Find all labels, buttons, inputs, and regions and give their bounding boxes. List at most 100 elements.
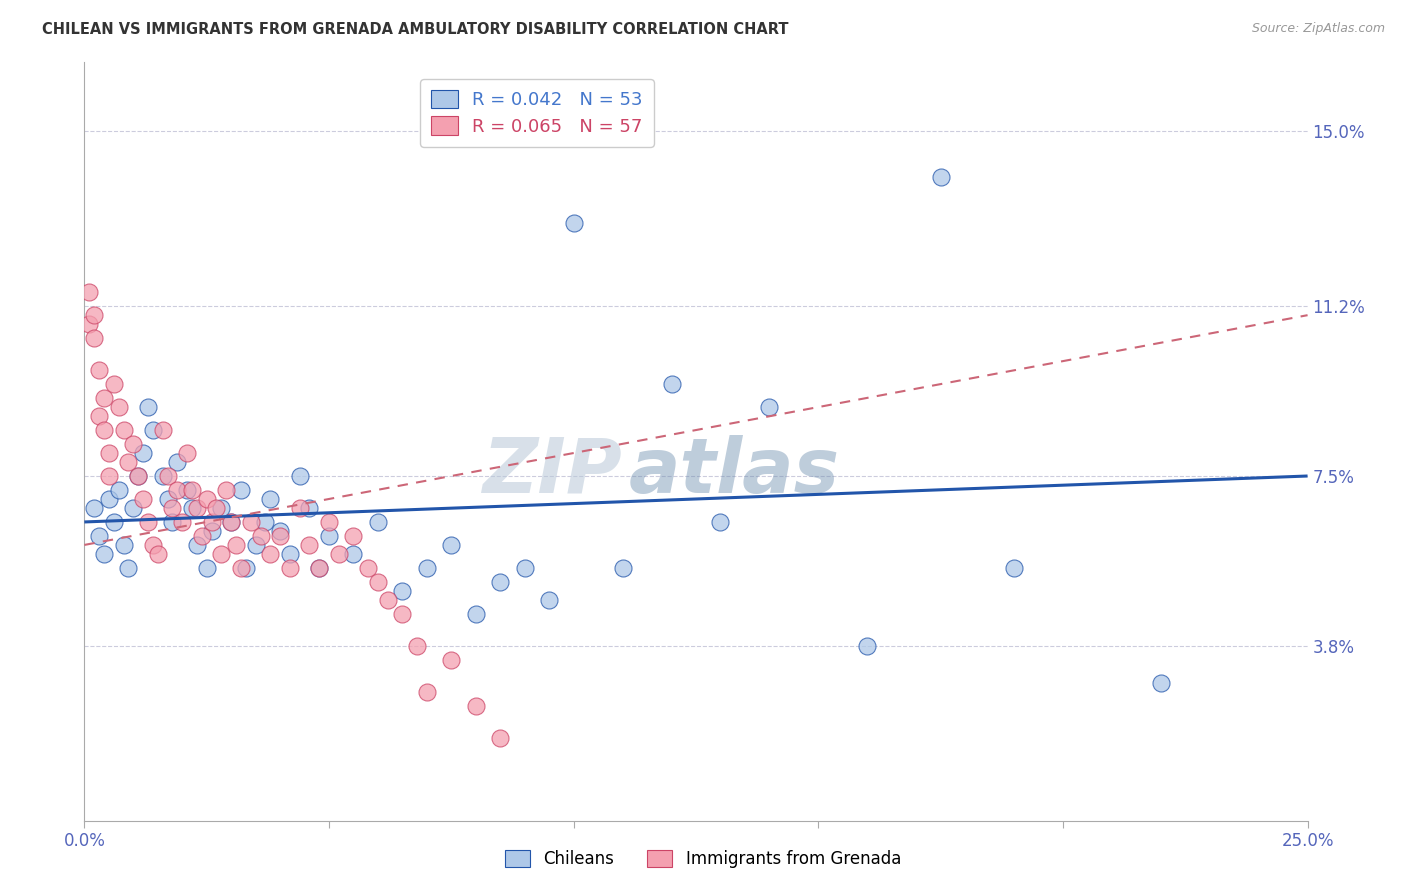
Point [132,491,155,506]
Point [87,363,110,377]
Legend: Chileans, Immigrants from Grenada: Chileans, Immigrants from Grenada [498,843,908,875]
Point [93,423,115,437]
Point [112,538,135,552]
Point [97,491,120,506]
Point [195,561,218,575]
Point [83,331,105,345]
Point [612,561,634,575]
Text: ZIP: ZIP [482,435,623,508]
Point [308,561,330,575]
Point [186,538,208,552]
Point [166,455,188,469]
Point [122,437,145,451]
Point [209,501,232,516]
Point [107,483,129,497]
Point [186,501,208,516]
Point [269,524,291,538]
Point [77,318,100,332]
Point [191,529,214,543]
Point [357,561,380,575]
Text: Source: ZipAtlas.com: Source: ZipAtlas.com [1251,22,1385,36]
Point [219,515,242,529]
Point [464,698,486,713]
Point [259,491,281,506]
Point [83,501,105,516]
Point [93,391,115,405]
Point [318,529,340,543]
Point [83,308,105,322]
Point [127,469,149,483]
Point [146,547,169,561]
Point [215,483,238,497]
Point [328,547,350,561]
Point [176,446,198,460]
Point [239,515,262,529]
Point [219,515,242,529]
Point [152,423,174,437]
Point [318,515,340,529]
Point [278,547,301,561]
Point [93,547,115,561]
Point [112,423,135,437]
Point [152,469,174,483]
Point [929,170,952,185]
Point [856,639,879,653]
Point [97,446,120,460]
Point [342,547,364,561]
Point [132,446,155,460]
Point [122,501,145,516]
Point [391,583,413,598]
Point [416,561,439,575]
Point [661,377,683,392]
Point [172,515,194,529]
Point [229,561,252,575]
Point [209,547,232,561]
Point [77,285,100,300]
Point [200,524,222,538]
Point [709,515,731,529]
Point [195,491,218,506]
Point [162,501,184,516]
Point [1002,561,1025,575]
Point [259,547,281,561]
Point [440,538,463,552]
Point [298,538,321,552]
Point [142,538,165,552]
Point [87,529,110,543]
Point [342,529,364,543]
Point [489,574,512,589]
Point [406,639,429,653]
Point [758,400,780,414]
Point [298,501,321,516]
Point [288,501,311,516]
Point [87,409,110,424]
Point [205,501,228,516]
Point [464,607,486,621]
Point [136,515,159,529]
Point [176,483,198,497]
Point [136,400,159,414]
Point [269,529,291,543]
Point [308,561,330,575]
Point [200,515,222,529]
Point [97,469,120,483]
Point [181,501,204,516]
Point [235,561,257,575]
Point [229,483,252,497]
Point [117,455,139,469]
Point [254,515,277,529]
Legend: R = 0.042   N = 53, R = 0.065   N = 57: R = 0.042 N = 53, R = 0.065 N = 57 [420,79,654,146]
Point [103,515,125,529]
Point [127,469,149,483]
Point [117,561,139,575]
Point [367,515,389,529]
Point [377,593,399,607]
Point [489,731,512,745]
Point [249,529,271,543]
Point [288,469,311,483]
Point [538,593,561,607]
Point [562,216,585,230]
Point [142,423,165,437]
Point [1150,675,1173,690]
Point [103,377,125,392]
